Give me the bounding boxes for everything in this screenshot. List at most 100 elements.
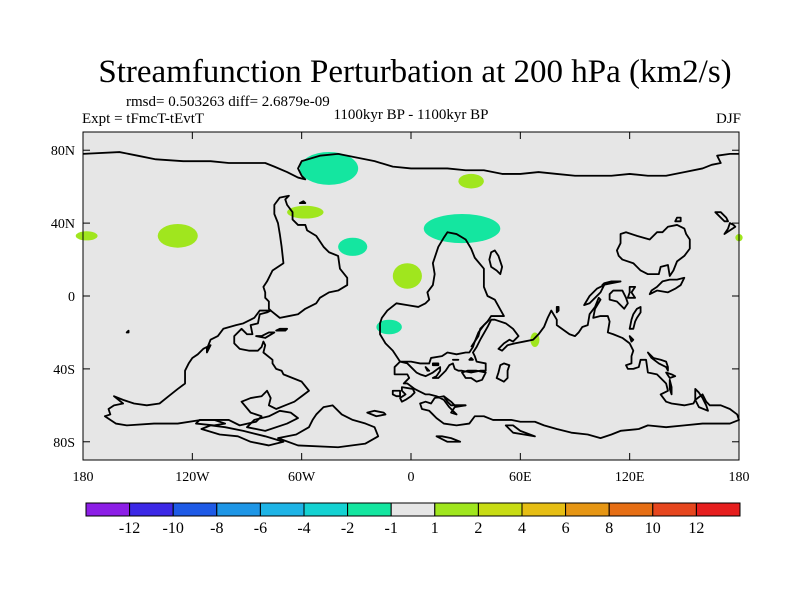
colorbar-swatch [434,502,479,517]
colorbar-label: -10 [163,520,184,537]
coastline-great-britain [399,386,416,403]
coastline-hawaii [125,329,130,334]
colorbar-swatch [652,502,697,517]
coastline-arctic-islands [200,424,285,447]
colorbar-swatch [695,502,741,517]
coastline-hispaniola [275,327,289,332]
experiment-label: Expt = tFmcT-tEvtT [82,111,204,127]
colorbar-swatch [347,502,392,517]
colorbar-label: 4 [518,520,526,537]
anomaly-mediterranean-low [423,214,501,244]
colorbar-label: 8 [605,520,613,537]
coastline-new-zealand-south [714,211,729,223]
coastline-new-zealand-north [723,222,737,235]
coastline-sakhalin [668,378,673,396]
x-tick-label: 120W [175,470,210,485]
stats-label: rmsd= 0.503263 diff= 2.6879e-09 [126,94,330,110]
colorbar: -12 -10 -8 -6 -4 -2 -1 1 2 4 6 8 10 12 [85,502,741,537]
coastline-hokkaido [665,371,677,379]
colorbar-label: -1 [385,520,398,537]
coastline-red-sea [470,319,490,348]
colorbar-label: 12 [688,520,704,537]
colorbar-label: -2 [341,520,354,537]
season-label: DJF [716,111,741,127]
anomaly-russia-high [458,173,484,189]
colorbar-swatch [216,502,261,517]
coastline-black-sea [461,369,487,383]
coastline-new-guinea [648,276,686,296]
coastline-baffin-island [246,409,299,432]
colorbar-swatch [303,502,349,517]
y-tick-label: 0 [68,290,75,305]
coastlines [82,151,740,449]
anomaly-pacific-mexico-high [157,224,198,248]
coastline-sulawesi [626,285,637,299]
coastline-antarctica [82,151,739,181]
coastline-africa [379,231,505,365]
coastline-ireland [391,389,401,398]
coastline-victoria-island [195,418,227,427]
anomaly-west-africa-high [392,263,422,289]
x-tick-label: 0 [408,470,415,485]
anomaly-pacific-west-edge-high [75,231,98,241]
coastline-cyprus [468,357,474,361]
coastline-tasmania [674,216,682,223]
colorbar-label: 10 [645,520,661,537]
coastline-australia [615,224,691,277]
plot-background [83,132,739,460]
colorbar-label: 6 [562,520,570,537]
y-tick-label: 80N [51,144,75,159]
period-label: 1100kyr BP - 1100kyr BP [333,107,488,123]
colorbar-swatch [608,502,654,517]
coastline-java [601,280,622,286]
anomaly-south-atlantic-low [376,319,402,335]
colorbar-label: -12 [119,520,140,537]
colorbar-label: -8 [210,520,223,537]
colorbar-swatch [259,502,305,517]
coastline-falklands [298,200,307,204]
coastline-novaya-zemlya [504,424,536,438]
colorbar-label: -4 [297,520,310,537]
colorbar-swatch [129,502,174,517]
x-tick-label: 120E [615,470,645,485]
colorbar-swatch [477,502,523,517]
colorbar-swatch [85,502,131,517]
colorbar-swatch [521,502,567,517]
chart-title: Streamfunction Perturbation at 200 hPa (… [98,54,731,90]
y-tick-label: 40N [51,217,75,232]
anomaly-north-atlantic-high [287,205,324,219]
coastline-sicily [431,362,440,367]
anomaly-central-atlantic-low [338,237,368,256]
coastline-sri-lanka [555,306,560,314]
coastline-cuba [255,331,276,339]
x-tick-label: 180 [73,470,94,485]
coastline-iceland [366,409,387,418]
y-tick-label: 80S [53,436,75,451]
coastline-south-america [262,194,349,319]
coastline-japan [646,351,669,372]
colorbar-label: 1 [431,520,439,537]
colorbar-swatch [172,502,218,517]
coastline-north-america [103,309,310,427]
coastline-borneo [608,289,629,310]
y-tick-label: 40S [53,363,75,378]
coastline-eurasia [393,296,740,440]
coastline-baltic [443,395,466,407]
coastline-philippines [628,306,642,330]
coastline-svalbard [435,435,462,443]
coastline-greenland [277,404,380,449]
coastline-caspian [495,362,511,383]
x-tick-label: 180 [729,470,750,485]
colorbar-label: -6 [254,520,267,537]
x-tick-label: 60W [288,470,316,485]
coastline-sardinia [424,366,431,372]
colorbar-swatch [565,502,610,517]
x-tick-label: 60E [509,470,532,485]
axis-ticks: 180 120W 60W 0 60E 120E 180 80N 40N 0 40S 80S [51,132,750,485]
coastline-kamchatka [694,388,709,412]
coastline-taiwan [628,335,635,343]
colorbar-label: 2 [474,520,482,537]
anomaly-greenland-low [299,152,359,185]
colorbar-swatch [390,502,436,517]
